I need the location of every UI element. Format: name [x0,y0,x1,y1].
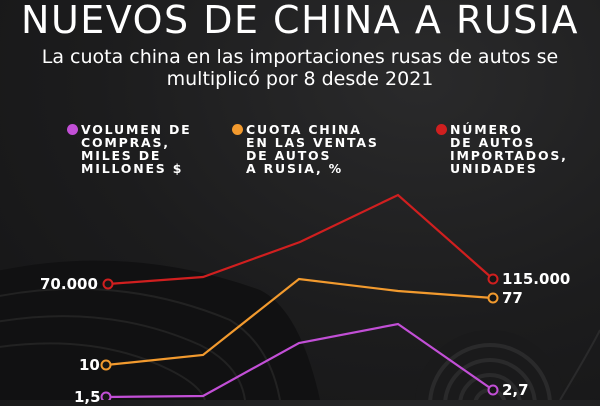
series-line-purple [105,322,494,399]
subtitle-line-2: multiplicó por 8 desde 2021 [166,68,434,90]
value-label-purple-start: 1,5 [74,388,101,406]
legend-item-share: CUOTA CHINA EN LAS VENTAS DE AUTOS A RUS… [232,123,379,175]
point-marker-purple-start [100,391,112,400]
value-label-purple-end: 2,7 [502,381,529,399]
value-label-red-end: 115.000 [502,270,571,288]
legend-label-volume: VOLUMEN DE COMPRAS, MILES DE MILLONES $ [81,122,192,176]
chart-subtitle: La cuota china en las importaciones rusa… [0,46,600,90]
value-label-orange-start: 10 [79,356,100,374]
point-marker-orange-end [487,292,499,304]
value-label-red-start: 70.000 [40,275,98,293]
legend-label-share: CUOTA CHINA EN LAS VENTAS DE AUTOS A RUS… [246,122,379,176]
series-line-orange [105,277,494,367]
legend-dot-purple-icon [67,124,78,135]
legend-item-units: NÚMERO DE AUTOS IMPORTADOS, UNIDADES [436,123,568,175]
legend-dot-orange-icon [232,124,243,135]
point-marker-orange-start [100,359,112,371]
point-marker-red-end [487,273,499,285]
point-marker-purple-end [487,384,499,396]
series-line-red [107,193,494,286]
point-marker-red-start [102,278,114,290]
chart-title: NUEVOS DE CHINA A RUSIA [21,0,579,42]
value-label-orange-end: 77 [502,289,523,307]
subtitle-line-1: La cuota china en las importaciones rusa… [41,46,559,68]
legend-label-units: NÚMERO DE AUTOS IMPORTADOS, UNIDADES [450,122,568,176]
legend-dot-red-icon [436,124,447,135]
legend-item-volume: VOLUMEN DE COMPRAS, MILES DE MILLONES $ [67,123,191,175]
